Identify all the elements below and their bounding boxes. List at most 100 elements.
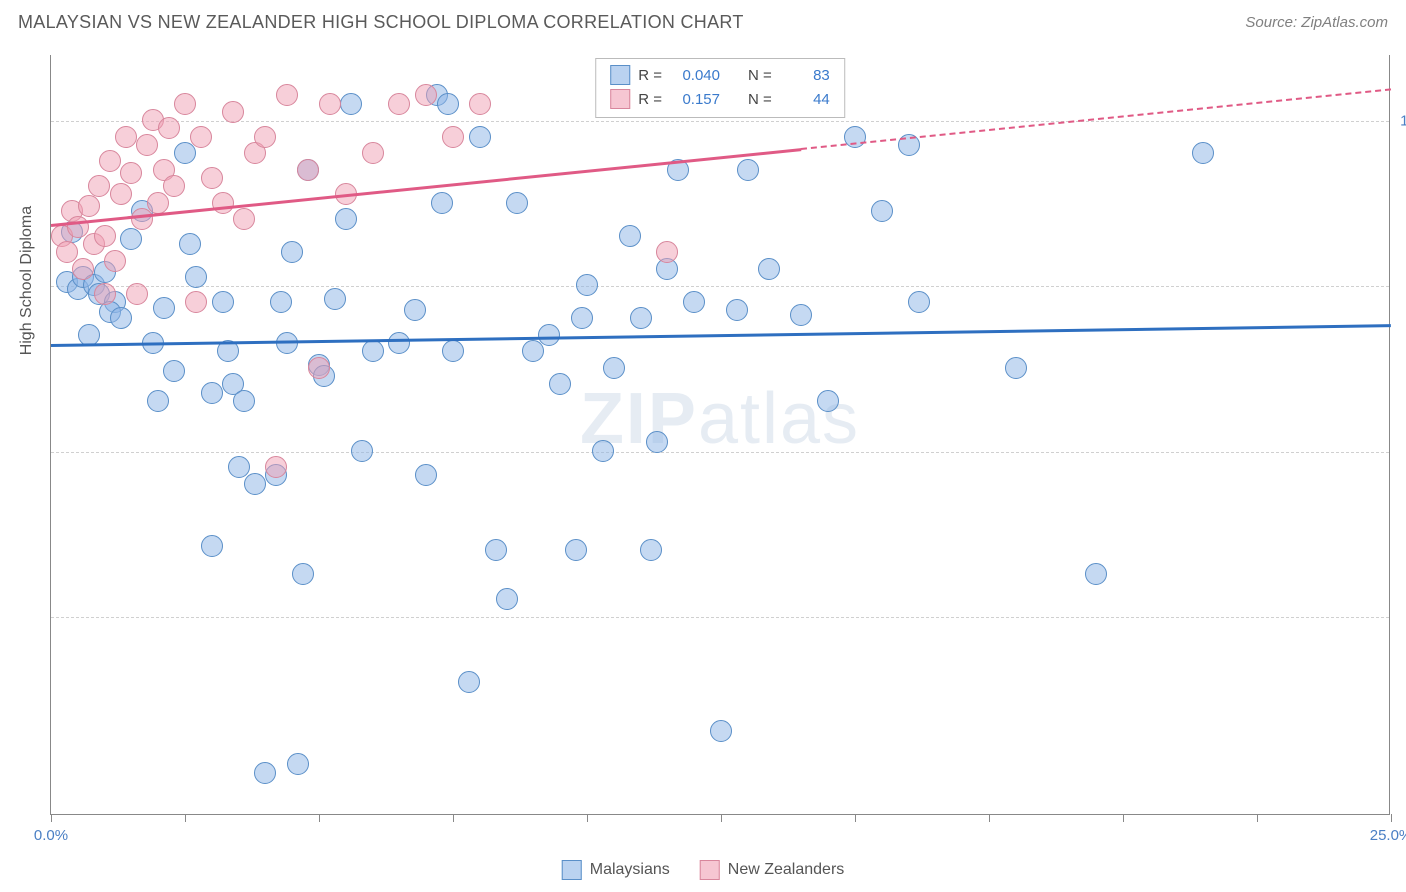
swatch-blue-icon (610, 65, 630, 85)
swatch-blue-icon (562, 860, 582, 880)
series-legend: Malaysians New Zealanders (562, 860, 845, 880)
n-value-pink: 44 (780, 91, 830, 108)
data-point (254, 126, 276, 148)
data-point (110, 307, 132, 329)
data-point (126, 283, 148, 305)
data-point (1005, 357, 1027, 379)
n-label: N = (748, 67, 772, 84)
data-point (153, 297, 175, 319)
data-point (726, 299, 748, 321)
gridline (51, 617, 1389, 618)
source-attribution: Source: ZipAtlas.com (1245, 14, 1388, 31)
data-point (201, 535, 223, 557)
data-point (131, 208, 153, 230)
data-point (244, 473, 266, 495)
data-point (94, 225, 116, 247)
data-point (630, 307, 652, 329)
x-tick (51, 814, 52, 822)
data-point (603, 357, 625, 379)
r-label: R = (638, 67, 662, 84)
data-point (571, 307, 593, 329)
data-point (437, 93, 459, 115)
data-point (362, 142, 384, 164)
n-value-blue: 83 (780, 67, 830, 84)
data-point (163, 360, 185, 382)
swatch-pink-icon (610, 89, 630, 109)
gridline (51, 286, 1389, 287)
data-point (287, 753, 309, 775)
trend-line-dash-pink (801, 88, 1391, 150)
data-point (265, 456, 287, 478)
data-point (506, 192, 528, 214)
x-tick (319, 814, 320, 822)
data-point (758, 258, 780, 280)
data-point (817, 390, 839, 412)
data-point (469, 126, 491, 148)
data-point (136, 134, 158, 156)
data-point (415, 84, 437, 106)
data-point (522, 340, 544, 362)
data-point (496, 588, 518, 610)
data-point (233, 208, 255, 230)
data-point (565, 539, 587, 561)
chart-header: MALAYSIAN VS NEW ZEALANDER HIGH SCHOOL D… (0, 0, 1406, 41)
data-point (485, 539, 507, 561)
data-point (185, 266, 207, 288)
x-tick (587, 814, 588, 822)
stats-row-blue: R = 0.040 N = 83 (610, 63, 830, 87)
data-point (871, 200, 893, 222)
data-point (469, 93, 491, 115)
data-point (351, 440, 373, 462)
legend-item-malaysians: Malaysians (562, 860, 670, 880)
data-point (88, 175, 110, 197)
source-name: ZipAtlas.com (1301, 14, 1388, 31)
x-tick (1257, 814, 1258, 822)
data-point (72, 258, 94, 280)
source-prefix: Source: (1245, 14, 1301, 31)
data-point (592, 440, 614, 462)
data-point (640, 539, 662, 561)
data-point (908, 291, 930, 313)
data-point (292, 563, 314, 585)
n-label: N = (748, 91, 772, 108)
watermark-light: atlas (698, 379, 860, 459)
gridline (51, 121, 1389, 122)
data-point (737, 159, 759, 181)
data-point (388, 93, 410, 115)
x-tick (453, 814, 454, 822)
data-point (104, 250, 126, 272)
data-point (538, 324, 560, 346)
data-point (1085, 563, 1107, 585)
data-point (442, 340, 464, 362)
data-point (276, 84, 298, 106)
stats-legend: R = 0.040 N = 83 R = 0.157 N = 44 (595, 58, 845, 118)
data-point (549, 373, 571, 395)
stats-row-pink: R = 0.157 N = 44 (610, 87, 830, 111)
data-point (233, 390, 255, 412)
data-point (683, 291, 705, 313)
x-tick (855, 814, 856, 822)
data-point (270, 291, 292, 313)
data-point (147, 390, 169, 412)
data-point (431, 192, 453, 214)
data-point (212, 192, 234, 214)
data-point (362, 340, 384, 362)
data-point (319, 93, 341, 115)
data-point (710, 720, 732, 742)
data-point (185, 291, 207, 313)
data-point (458, 671, 480, 693)
data-point (308, 357, 330, 379)
data-point (147, 192, 169, 214)
x-tick (989, 814, 990, 822)
data-point (120, 228, 142, 250)
x-tick (185, 814, 186, 822)
data-point (110, 183, 132, 205)
gridline (51, 452, 1389, 453)
data-point (404, 299, 426, 321)
data-point (576, 274, 598, 296)
y-axis-label: High School Diploma (18, 206, 36, 355)
data-point (201, 382, 223, 404)
data-point (335, 208, 357, 230)
data-point (415, 464, 437, 486)
y-tick-label: 100.0% (1400, 113, 1406, 130)
